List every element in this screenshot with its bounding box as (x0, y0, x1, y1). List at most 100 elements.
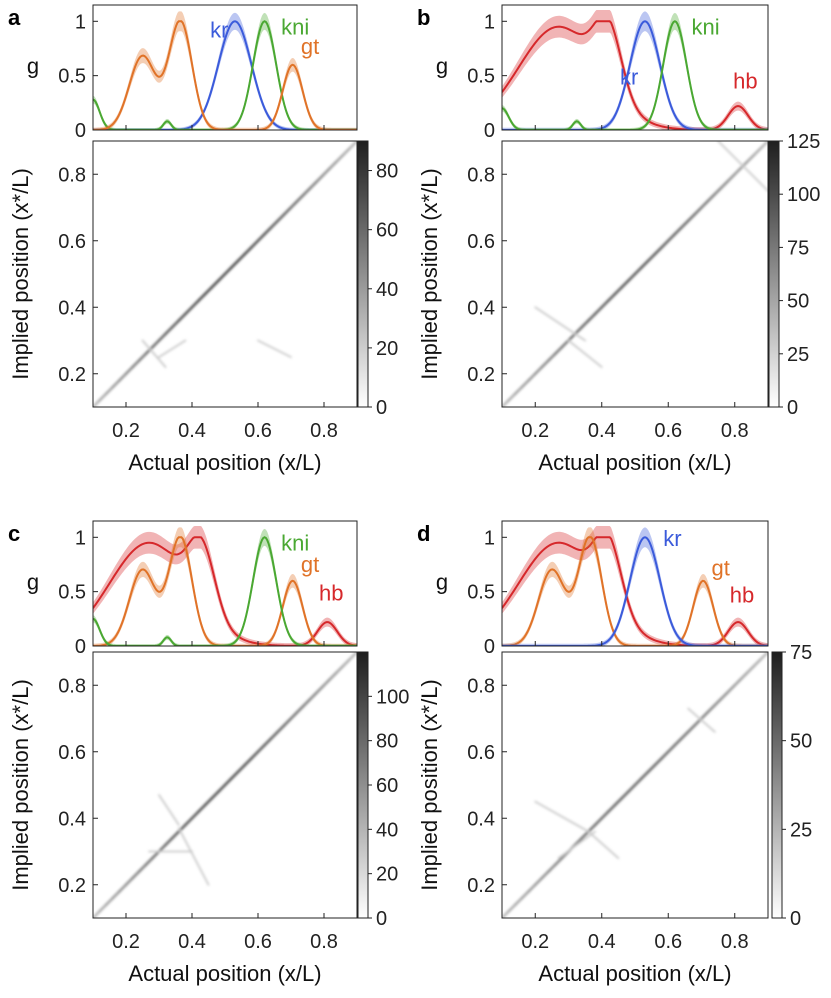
diagonal-segment (553, 856, 564, 867)
colorbar-bar (357, 651, 369, 919)
y-tick-label: 0.2 (467, 875, 495, 897)
panel-label: d (417, 521, 430, 546)
diagonal-segment (197, 292, 207, 302)
diagonal-segment (633, 266, 643, 276)
diagonal-segment (184, 816, 194, 827)
diagonal-segment (349, 141, 357, 149)
y-axis-label: g (436, 54, 448, 79)
diagonal-segment (104, 896, 115, 907)
y-tick-label: 0.4 (58, 297, 86, 319)
colorbar-tick-label: 80 (376, 161, 398, 183)
diagonal-segment (733, 677, 743, 687)
diagonal-segment (502, 910, 510, 918)
heatmap-density (93, 141, 357, 407)
diagonal-segment (296, 703, 306, 714)
diagonal-segment (560, 339, 570, 349)
panel-label: a (8, 5, 21, 30)
x-tick-label: 0.8 (721, 931, 749, 953)
diagonal-segment (118, 883, 128, 893)
diagonal-segment (627, 783, 637, 793)
y-tick-label: 0.4 (467, 297, 495, 319)
off-diagonal-branch (717, 141, 768, 192)
colorbar-tick-label: 100 (787, 184, 820, 206)
y-axis-label: Implied position (x*/L) (417, 679, 442, 891)
gene-label-kr: kr (620, 64, 638, 89)
y-axis-label: Implied position (x*/L) (417, 168, 442, 380)
diagonal-segment (203, 796, 214, 807)
diagonal-segment (302, 697, 313, 707)
diagonal-segment (567, 332, 577, 342)
diagonal-segment (184, 305, 194, 316)
off-diagonal-branch (534, 800, 590, 833)
diagonal-segment (600, 299, 610, 309)
colorbar-bar (357, 140, 369, 408)
diagonal-segment (93, 910, 101, 918)
diagonal-segment (151, 339, 161, 349)
colorbar: 0 20 40 60 80 100 (357, 651, 409, 930)
x-tick-label: 0.4 (178, 931, 206, 953)
diagonal-segment (329, 670, 339, 680)
diagonal-segment (177, 312, 187, 322)
expression-curves (502, 526, 768, 646)
diagonal-segment (753, 657, 763, 667)
x-tick-label: 0.4 (588, 931, 616, 953)
colorbar: 0 20 40 60 80 (357, 140, 398, 419)
diagonal-segment (118, 372, 128, 382)
diagonal-segment (289, 710, 299, 720)
diagonal-segment (309, 179, 319, 189)
x-tick-label: 0.8 (310, 931, 338, 953)
diagonal-segment (269, 730, 280, 740)
diagonal-segment (342, 657, 352, 667)
gene-line-kr (502, 536, 768, 646)
diagonal-segment (93, 399, 101, 407)
diagonal-segment (673, 737, 683, 747)
diagonal-segment (263, 737, 273, 747)
diagonal-segment (164, 836, 174, 847)
diagonal-segment (236, 763, 247, 774)
diagonal-segment (335, 663, 346, 674)
diagonal-segment (527, 883, 537, 893)
diagonal-segment (613, 285, 624, 296)
diagonal-segment (520, 890, 530, 900)
off-diagonal-branch (587, 830, 620, 860)
diagonal-segment (580, 319, 590, 329)
diagonal-segment (740, 670, 750, 680)
diagonal-segment (646, 252, 657, 263)
diagonal-segment (124, 365, 134, 376)
diagonal-segment (502, 399, 510, 407)
x-tick-label: 0.2 (521, 420, 549, 442)
diagonal-segment (653, 757, 663, 767)
x-tick-label: 0.6 (654, 420, 682, 442)
gene-label-hb: hb (730, 583, 754, 608)
colorbar-tick-label: 25 (787, 344, 809, 366)
y-tick-label: 1 (75, 11, 86, 33)
diagonal-segment (513, 385, 524, 396)
diagonal-segment (137, 863, 148, 873)
y-tick-label: 0 (75, 636, 86, 658)
colorbar: 0 25 50 75 100 125 (768, 131, 820, 419)
colorbar-tick-label: 40 (376, 819, 398, 841)
diagonal-segment (507, 903, 517, 913)
diagonal-segment (335, 153, 346, 163)
diagonal-segment (243, 757, 253, 767)
expression-plot: hb kr kni 0 0.5 1 g (436, 4, 769, 142)
diagonal-segment (706, 703, 717, 714)
diagonal-segment (520, 379, 530, 389)
diagonal-segment (223, 777, 233, 787)
diagonal-segment (746, 663, 757, 674)
diagonal-segment (713, 186, 723, 196)
diagonal-segment (726, 683, 737, 694)
y-tick-label: 0.8 (467, 164, 495, 186)
gene-line-kr (502, 20, 768, 130)
colorbar-tick-label: 0 (787, 397, 798, 419)
diagonal-segment (131, 870, 141, 880)
y-tick-label: 1 (484, 527, 495, 549)
diagonal-segment (587, 823, 597, 833)
diagonal-segment (104, 385, 115, 396)
diagonal-segment (164, 325, 174, 336)
heatmap-plot: 0.2 0.2 0.4 0.4 0.6 0.6 0.8 0.8 Actual position … (417, 651, 769, 986)
y-tick-label: 0 (484, 120, 495, 142)
